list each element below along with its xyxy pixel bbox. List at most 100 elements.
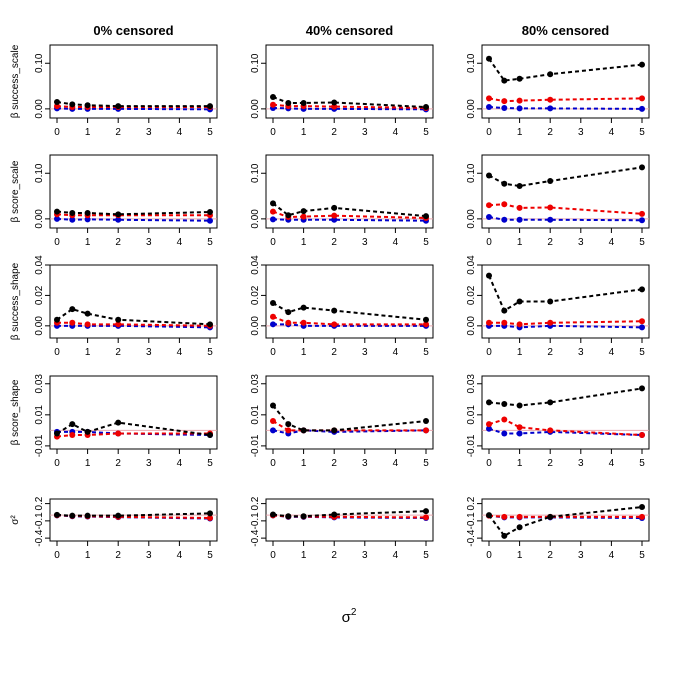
x-tick-label: 5 xyxy=(423,127,429,138)
x-tick-label: 5 xyxy=(207,458,213,469)
x-tick-label: 4 xyxy=(177,458,183,469)
x-tick-label: 1 xyxy=(301,550,307,561)
data-point-red xyxy=(516,204,523,211)
data-point-black xyxy=(501,307,508,314)
series-line-black xyxy=(488,506,643,538)
data-point-red xyxy=(516,97,523,104)
panel-success-scale-col3: 0.00 0.10 0 1 2 3 4 5 xyxy=(466,44,650,138)
data-point-blue xyxy=(516,105,523,112)
x-tick-label: 3 xyxy=(362,347,368,358)
x-tick-label: 2 xyxy=(115,550,121,561)
x-tick-label: 4 xyxy=(177,127,183,138)
x-tick-label: 0 xyxy=(486,127,492,138)
data-point-red xyxy=(300,319,307,326)
x-tick-label: 0 xyxy=(486,550,492,561)
y-tick-label: 0.02 xyxy=(466,285,477,305)
data-point-black xyxy=(270,511,276,518)
data-point-black xyxy=(115,419,122,426)
data-point-black xyxy=(639,164,645,171)
panel-sigma2-col3: -0.4-0.1 0.2 0 1 2 3 4 5 xyxy=(466,496,650,561)
x-tick-label: 4 xyxy=(609,347,615,358)
data-point-black xyxy=(300,208,307,215)
data-point-black xyxy=(285,513,292,520)
data-point-black xyxy=(207,510,213,517)
y-tick-label: -0.01 xyxy=(34,434,45,457)
data-point-black xyxy=(547,513,554,520)
data-point-black xyxy=(331,427,338,434)
x-tick-label: 0 xyxy=(270,458,276,469)
x-tick-label: 5 xyxy=(207,347,213,358)
panel-frame xyxy=(49,264,218,339)
panel-frame xyxy=(265,375,434,450)
y-tick-label: 0.2 xyxy=(466,496,477,510)
data-point-black xyxy=(207,432,213,439)
data-point-black xyxy=(54,316,60,323)
x-tick-label: 4 xyxy=(393,127,399,138)
series-line-black xyxy=(488,387,643,407)
series-line-blue xyxy=(272,218,427,222)
panel-frame xyxy=(265,154,434,229)
y-tick-label: 0.04 xyxy=(250,255,261,275)
data-point-red xyxy=(516,513,523,520)
x-tick-label: 2 xyxy=(331,550,337,561)
x-tick-label: 5 xyxy=(639,347,645,358)
data-point-blue xyxy=(501,430,508,437)
x-tick-label: 1 xyxy=(517,127,523,138)
data-point-black xyxy=(501,180,508,187)
data-point-red xyxy=(69,319,76,326)
x-tick-label: 4 xyxy=(609,127,615,138)
data-point-red xyxy=(547,96,554,103)
y-tick-label: 0.01 xyxy=(34,405,45,425)
data-point-black xyxy=(84,310,91,317)
data-point-black xyxy=(115,316,122,323)
data-point-blue xyxy=(547,216,554,223)
x-tick-label: 2 xyxy=(331,127,337,138)
data-point-blue xyxy=(486,104,492,111)
data-point-black xyxy=(516,524,523,531)
data-point-red xyxy=(639,432,645,439)
data-point-blue xyxy=(84,216,91,223)
data-point-red xyxy=(516,321,523,328)
series-line-red xyxy=(56,213,210,217)
data-point-black xyxy=(207,209,213,216)
x-tick-label: 3 xyxy=(146,127,152,138)
series-line-black xyxy=(488,58,643,82)
data-point-blue xyxy=(270,216,276,223)
column-title: 0% censored xyxy=(93,23,173,38)
y-tick-label: 0.00 xyxy=(466,99,477,119)
x-tick-label: 5 xyxy=(423,347,429,358)
data-point-black xyxy=(516,75,523,82)
data-point-black xyxy=(423,316,429,323)
data-point-black xyxy=(486,172,492,179)
data-point-black xyxy=(331,511,338,518)
data-point-black xyxy=(331,99,338,106)
y-tick-label: 0.03 xyxy=(466,374,477,394)
panel-frame xyxy=(481,375,650,450)
series-line-black xyxy=(56,210,211,216)
data-point-black xyxy=(207,321,213,328)
x-tick-label: 0 xyxy=(54,237,60,248)
y-tick-label: 0.00 xyxy=(34,316,45,336)
data-point-black xyxy=(285,212,292,219)
column-titles: 0% censored 40% censored 80% censored xyxy=(93,23,609,38)
y-tick-label: -0.4 xyxy=(250,529,261,547)
x-tick-label: 0 xyxy=(486,237,492,248)
panel-frame xyxy=(49,498,218,542)
x-tick-label: 0 xyxy=(270,237,276,248)
x-tick-label: 0 xyxy=(54,458,60,469)
x-tick-label: 3 xyxy=(362,127,368,138)
x-tick-label: 3 xyxy=(146,237,152,248)
data-point-red xyxy=(639,95,645,102)
data-point-blue xyxy=(516,216,523,223)
data-point-black xyxy=(547,298,554,305)
panel-score-shape-col3: -0.01 0.01 0.03 0 1 2 3 4 5 xyxy=(466,374,650,469)
row-label-sigma2: σ² xyxy=(10,515,21,525)
x-tick-label: 1 xyxy=(517,347,523,358)
x-tick-label: 3 xyxy=(578,458,584,469)
series-line-red xyxy=(489,320,643,326)
x-tick-label: 3 xyxy=(578,347,584,358)
panel-score-scale-col3: 0.00 0.10 0 1 2 3 4 5 xyxy=(466,154,650,248)
x-tick-label: 1 xyxy=(301,347,307,358)
row-label-score-scale: β score_scale xyxy=(10,160,21,222)
